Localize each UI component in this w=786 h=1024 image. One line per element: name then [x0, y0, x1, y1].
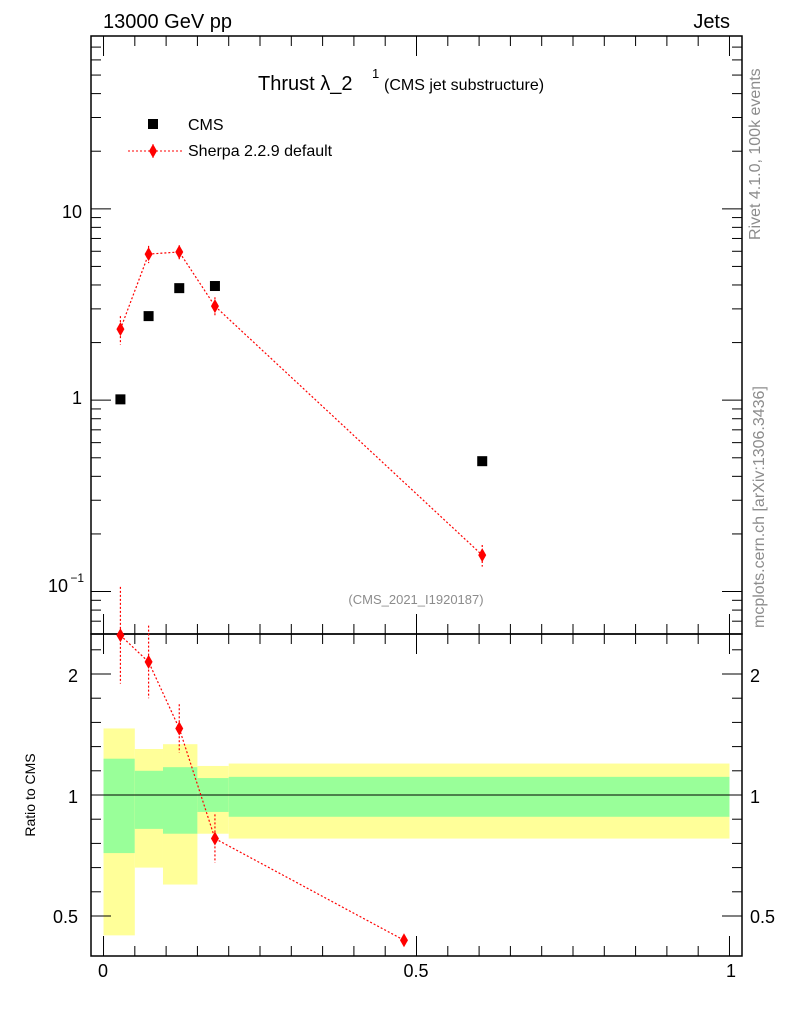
sherpa-ratio-point-0	[116, 628, 125, 643]
ratio-ytick-0p5-left: 0.5	[53, 907, 78, 927]
chart-subtitle: (CMS jet substructure)	[384, 77, 544, 94]
sherpa-point-2	[175, 244, 184, 259]
ratio-band-green-4	[228, 776, 730, 817]
sherpa-point-1	[144, 247, 153, 262]
ratio-ylabel: Ratio to CMS	[22, 753, 38, 836]
cms-point-3	[209, 281, 220, 292]
cms-point-4	[477, 456, 488, 467]
xtick-0: 0	[98, 961, 108, 981]
main-ytick-1: 1	[72, 388, 82, 408]
legend-cms-marker	[148, 119, 158, 129]
ratio-band-green-1	[134, 770, 163, 829]
legend: CMS Sherpa 2.2.9 default	[128, 117, 333, 160]
header-left: 13000 GeV pp	[103, 11, 232, 33]
sherpa-ratio-point-4	[399, 933, 408, 948]
ratio-ytick-2-left: 2	[68, 666, 78, 686]
mcplots-label: mcplots.cern.ch [arXiv:1306.3436]	[751, 386, 768, 628]
sherpa-point-0	[116, 322, 125, 337]
sherpa-point-4	[478, 548, 487, 563]
sherpa-ratio-point-3	[210, 831, 219, 846]
main-ytick-0p1-exp: −1	[70, 571, 84, 585]
ratio-band-green-0	[103, 758, 135, 854]
main-ytick-0p1-base: 10	[48, 576, 68, 596]
ratio-band-green-2	[162, 767, 198, 834]
chart-title-sup: 1	[372, 66, 379, 81]
sherpa-line-main	[119, 251, 483, 556]
ratio-ytick-0p5-right: 0.5	[750, 907, 775, 927]
cms-point-1	[143, 311, 154, 322]
xtick-1: 1	[726, 961, 736, 981]
cms-point-2	[174, 283, 185, 294]
ratio-ytick-1-right: 1	[750, 787, 760, 807]
main-panel: Thrust λ_2 1 (CMS jet substructure) (CMS…	[48, 66, 544, 607]
legend-sherpa-marker	[149, 144, 157, 158]
legend-cms-label: CMS	[188, 117, 224, 134]
main-ytick-10: 10	[62, 202, 82, 222]
chart-title: Thrust λ_2	[258, 73, 352, 95]
sherpa-ratio-point-1	[144, 654, 153, 669]
cms-point-0	[115, 394, 126, 405]
xtick-0p5: 0.5	[403, 961, 428, 981]
legend-sherpa-label: Sherpa 2.2.9 default	[188, 143, 333, 160]
dynamic-marks	[90, 35, 743, 957]
ratio-ytick-1-left: 1	[68, 787, 78, 807]
sherpa-ratio-point-2	[175, 721, 184, 736]
sherpa-point-3	[210, 299, 219, 314]
header-right: Jets	[693, 11, 730, 33]
analysis-id: (CMS_2021_I1920187)	[348, 592, 483, 607]
ratio-ytick-2-right: 2	[750, 666, 760, 686]
rivet-label: Rivet 4.1.0, 100k events	[747, 68, 764, 240]
